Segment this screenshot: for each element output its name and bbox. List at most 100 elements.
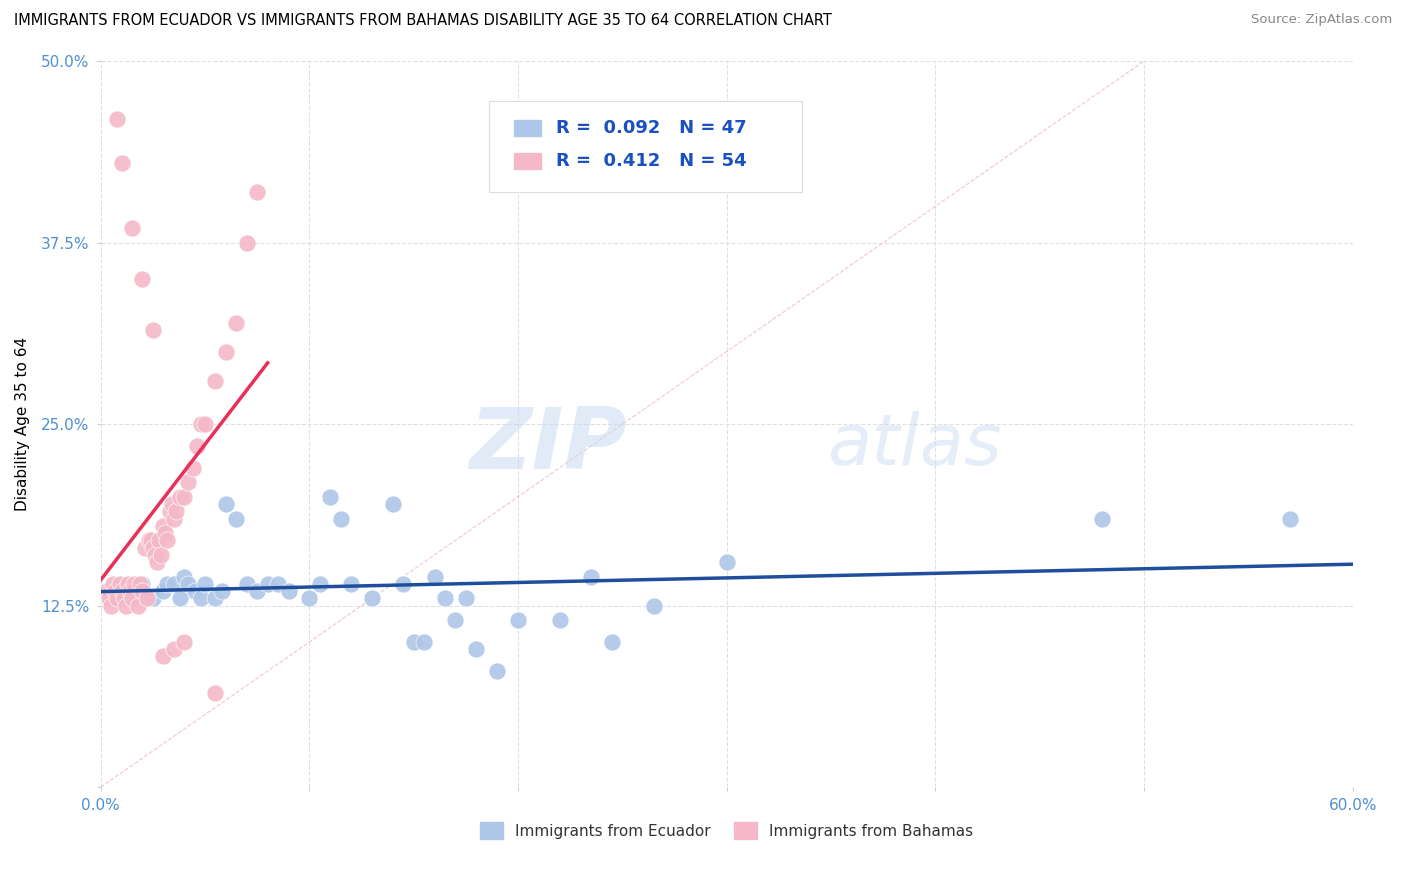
Point [108,577,131,591]
Y-axis label: Disability Age 35 to 64: Disability Age 35 to 64 [15,337,30,511]
Point [181,460,204,475]
Point [131,272,153,286]
Point [98,591,121,606]
Point [169,490,191,504]
Point [465,642,488,657]
Point [277,584,299,599]
Point [96,584,118,599]
Point [110,591,132,606]
Point [246,584,269,599]
Point [579,569,602,583]
Point [110,584,132,599]
Text: IMMIGRANTS FROM ECUADOR VS IMMIGRANTS FROM BAHAMAS DISABILITY AGE 35 TO 64 CORRE: IMMIGRANTS FROM ECUADOR VS IMMIGRANTS FR… [14,13,832,29]
Point [423,569,446,583]
Point [117,577,139,591]
Point [1279,511,1302,525]
Point [163,511,186,525]
Point [402,635,425,649]
Point [444,613,467,627]
Point [183,584,205,599]
FancyBboxPatch shape [513,153,541,169]
Point [413,635,436,649]
Point [163,642,186,657]
Point [267,577,290,591]
Point [173,490,195,504]
Point [121,591,143,606]
Point [215,344,238,359]
Text: R =  0.412   N = 54: R = 0.412 N = 54 [557,153,747,170]
Point [454,591,477,606]
Point [152,584,174,599]
Point [256,577,278,591]
Point [319,490,342,504]
Point [177,577,200,591]
Point [118,584,141,599]
Point [159,504,181,518]
Point [121,584,143,599]
Point [107,591,129,606]
Point [121,221,143,235]
Point [361,591,384,606]
Point [165,504,187,518]
Point [142,541,165,555]
Point [110,155,132,169]
Point [225,511,247,525]
Point [173,635,195,649]
Point [152,649,174,664]
Point [129,577,152,591]
Point [236,235,259,250]
Point [246,185,269,199]
Point [204,374,226,388]
Point [156,533,179,548]
Point [127,599,149,613]
Point [298,591,321,606]
Point [131,577,153,591]
Point [142,591,165,606]
Point [434,591,457,606]
Point [211,584,233,599]
Point [225,316,247,330]
Text: ZIP: ZIP [470,404,627,487]
Point [146,555,169,569]
Point [392,577,415,591]
Point [160,497,183,511]
Point [131,584,153,599]
Point [148,533,170,548]
Point [340,577,363,591]
Point [215,497,238,511]
Point [1091,511,1114,525]
Point [186,439,208,453]
Point [107,112,129,127]
Point [138,533,160,548]
Point [143,548,166,562]
Point [169,591,191,606]
FancyBboxPatch shape [513,120,541,136]
Text: atlas: atlas [827,411,1001,481]
Point [190,417,212,431]
Point [122,577,145,591]
Point [194,577,217,591]
Point [100,599,122,613]
Point [716,555,738,569]
Point [142,323,165,337]
Point [486,664,509,678]
Point [150,548,173,562]
Point [152,518,174,533]
Point [600,635,623,649]
Point [194,417,217,431]
Point [173,569,195,583]
Point [506,613,529,627]
FancyBboxPatch shape [489,101,801,192]
Point [139,533,162,548]
Point [204,591,226,606]
Point [329,511,352,525]
Point [104,584,127,599]
Point [308,577,330,591]
Point [112,591,135,606]
Point [156,577,179,591]
Text: R =  0.092   N = 47: R = 0.092 N = 47 [557,119,747,137]
Point [381,497,404,511]
Point [114,599,136,613]
Point [190,591,212,606]
Point [155,526,177,541]
